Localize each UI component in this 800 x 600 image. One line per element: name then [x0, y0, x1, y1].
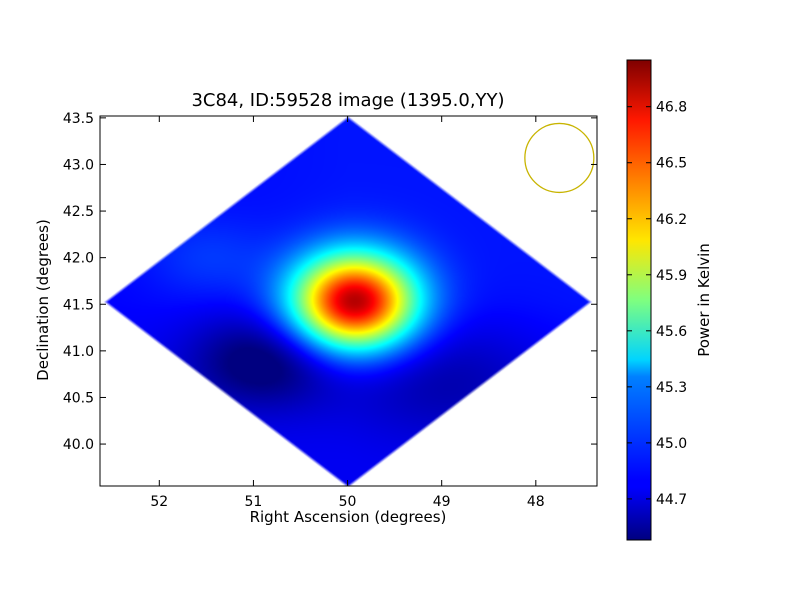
colorbar-label: Power in Kelvin [695, 243, 713, 357]
colorbar-tick-label: 45.9 [656, 268, 687, 284]
y-tick-label: 40.5 [63, 390, 94, 406]
colorbar-tick-label: 46.5 [656, 156, 687, 172]
colorbar-tick-label: 45.0 [656, 436, 687, 452]
x-tick-label: 50 [339, 494, 357, 510]
beam-circle [524, 122, 595, 194]
heatmap-image [100, 116, 597, 486]
y-tick-label: 40.0 [63, 437, 94, 453]
colorbar-tick-label: 46.2 [656, 212, 687, 228]
colorbar-tick-label: 46.8 [656, 100, 687, 116]
x-axis-ticks: 52 51 50 49 48 [150, 116, 545, 510]
x-tick-label: 48 [527, 494, 545, 510]
x-axis-label: Right Ascension (degrees) [250, 508, 447, 526]
y-tick-label: 43.0 [63, 157, 94, 173]
y-tick-label: 43.5 [63, 111, 94, 127]
y-axis-ticks: 40.0 40.5 41.0 41.5 42.0 42.5 43.0 43.5 [63, 111, 597, 453]
colorbar-tick-label: 45.3 [656, 380, 687, 396]
chart-title: 3C84, ID:59528 image (1395.0,YY) [191, 90, 504, 111]
plot-frame [99, 115, 598, 487]
x-tick-label: 52 [150, 494, 168, 510]
x-tick-label: 51 [245, 494, 263, 510]
y-tick-label: 41.5 [63, 297, 94, 313]
y-axis-label: Declination (degrees) [34, 219, 52, 381]
y-tick-label: 41.0 [63, 344, 94, 360]
colorbar-tick-label: 45.6 [656, 324, 687, 340]
colorbar-tick-label: 44.7 [656, 492, 687, 508]
x-tick-label: 49 [433, 494, 451, 510]
y-tick-label: 42.0 [63, 251, 94, 267]
y-tick-label: 42.5 [63, 204, 94, 220]
colorbar-ticks: 44.7 45.0 45.3 45.6 45.9 46.2 46.5 46.8 [627, 100, 687, 508]
colorbar [626, 59, 652, 541]
